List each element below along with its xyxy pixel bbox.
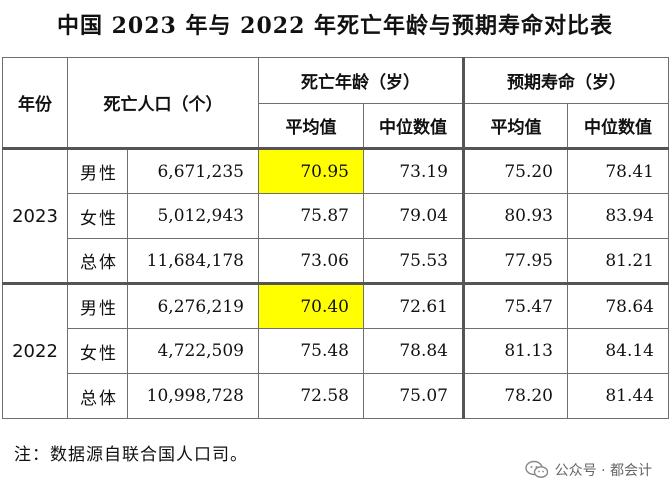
life-exp-median-value: 81.21 [567,238,669,285]
header-life-exp-mean: 平均值 [463,103,568,150]
header-deaths: 死亡人口（个） [67,57,259,150]
death-age-median-value: 72.61 [363,283,465,329]
death-age-mean-value: 75.48 [258,328,364,374]
life-exp-median-value: 83.94 [567,193,669,239]
source-note: 注：数据源自联合国人口司。 [14,445,248,465]
header-life-exp-median: 中位数值 [567,103,669,150]
deaths-value: 10,998,728 [127,373,259,419]
life-exp-median-value: 84.14 [567,328,669,374]
header-death-age-median: 中位数值 [363,103,465,150]
table-row: 女性 4,722,509 75.48 78.84 81.13 84.14 [3,328,669,374]
death-age-mean-value: 70.40 [258,283,364,329]
row-label: 男性 [67,283,128,329]
row-label: 女性 [67,328,128,374]
life-exp-mean-value: 75.47 [463,283,568,329]
death-age-median-value: 75.53 [363,238,465,285]
row-label: 总体 [67,373,128,419]
row-label: 女性 [67,193,128,239]
deaths-value: 6,276,219 [127,283,259,329]
table-row: 总体 10,998,728 72.58 75.07 78.20 81.44 [3,373,669,419]
death-age-median-value: 78.84 [363,328,465,374]
life-exp-mean-value: 80.93 [463,193,568,239]
death-age-mean-value: 75.87 [258,193,364,239]
death-age-mean-value: 72.58 [258,373,364,419]
life-exp-mean-value: 77.95 [463,238,568,285]
table-row: 2023 男性 6,671,235 70.95 73.19 75.20 78.4… [2,148,669,285]
row-label: 男性 [67,148,128,194]
death-age-median-value: 79.04 [363,193,465,239]
deaths-value: 5,012,943 [127,193,259,239]
table-title: 中国 2023 年与 2022 年死亡年龄与预期寿命对比表 [56,13,614,39]
header-death-age: 死亡年龄（岁） [258,57,465,104]
wechat-icon [524,460,549,480]
death-age-median-value: 73.19 [363,148,465,194]
deaths-value: 11,684,178 [127,238,259,285]
watermark: 公众号 · 都会计 [524,460,652,480]
death-age-mean-value: 73.06 [258,238,364,285]
year-cell: 2023 [2,148,68,285]
table-row: 女性 5,012,943 75.87 79.04 80.93 83.94 [3,193,669,239]
table-row: 总体 11,684,178 73.06 75.53 77.95 81.21 [3,238,669,285]
life-exp-median-value: 78.64 [567,283,669,329]
comparison-table: 年份 死亡人口（个） 死亡年龄（岁） 预期寿命（岁） 平均值 中位数值 平均值 … [2,57,669,419]
death-age-mean-value: 70.95 [258,148,364,194]
life-exp-mean-value: 75.20 [463,148,568,194]
table-row: 2022 男性 6,276,219 70.40 72.61 75.47 78.6… [2,283,669,419]
life-exp-median-value: 78.41 [567,148,669,194]
header-life-expectancy: 预期寿命（岁） [463,57,669,104]
life-exp-mean-value: 81.13 [463,328,568,374]
death-age-median-value: 75.07 [363,373,465,419]
watermark-text: 公众号 · 都会计 [554,463,652,479]
life-exp-median-value: 81.44 [567,373,669,419]
life-exp-mean-value: 78.20 [463,373,568,419]
header-death-age-mean: 平均值 [258,103,364,150]
header-year: 年份 [2,57,68,150]
row-label: 总体 [67,238,128,285]
year-cell: 2022 [2,283,68,419]
deaths-value: 4,722,509 [127,328,259,374]
deaths-value: 6,671,235 [127,148,259,194]
